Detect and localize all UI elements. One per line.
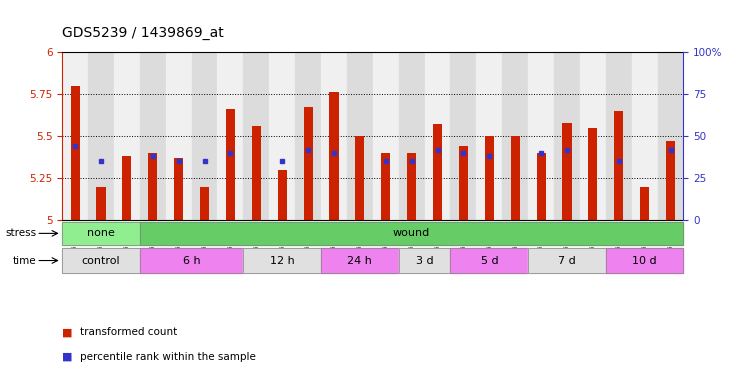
Bar	[166, 52, 192, 220]
Bar	[114, 52, 140, 220]
Bar	[450, 52, 477, 220]
Bar	[347, 52, 373, 220]
Bar	[485, 136, 494, 220]
Bar	[303, 108, 313, 220]
Text: ■: ■	[62, 352, 72, 362]
Bar	[606, 248, 683, 273]
Text: 3 d: 3 d	[416, 255, 433, 265]
Text: 5 d: 5 d	[480, 255, 498, 265]
Bar	[588, 127, 597, 220]
Bar	[62, 52, 88, 220]
Bar	[192, 52, 218, 220]
Bar	[640, 187, 649, 220]
Bar	[382, 153, 390, 220]
Bar	[148, 153, 157, 220]
Bar	[140, 52, 166, 220]
Text: 12 h: 12 h	[270, 255, 295, 265]
Bar	[425, 52, 450, 220]
Bar	[321, 52, 347, 220]
Bar	[321, 248, 398, 273]
Bar	[511, 136, 520, 220]
Bar	[580, 52, 606, 220]
Bar	[243, 52, 269, 220]
Text: GDS5239 / 1439869_at: GDS5239 / 1439869_at	[62, 26, 224, 40]
Bar	[450, 248, 528, 273]
Bar	[666, 141, 675, 220]
Bar	[71, 86, 80, 220]
Bar	[88, 52, 114, 220]
Bar	[398, 248, 450, 273]
Bar	[321, 248, 398, 273]
Bar	[477, 52, 502, 220]
Bar	[62, 222, 140, 245]
Text: 7 d: 7 d	[558, 255, 576, 265]
Bar	[295, 52, 321, 220]
Bar	[528, 52, 554, 220]
Text: 6 h: 6 h	[183, 255, 200, 265]
Bar	[554, 52, 580, 220]
Bar	[407, 153, 416, 220]
Bar	[373, 52, 398, 220]
Text: none: none	[87, 228, 115, 238]
Bar	[433, 124, 442, 220]
Bar	[459, 146, 468, 220]
Bar	[537, 153, 545, 220]
Bar	[140, 248, 243, 273]
Bar	[96, 187, 105, 220]
Text: percentile rank within the sample: percentile rank within the sample	[80, 352, 257, 362]
Bar	[243, 248, 321, 273]
Bar	[269, 52, 295, 220]
Bar	[278, 170, 287, 220]
Text: time: time	[12, 255, 37, 265]
Bar	[243, 248, 321, 273]
Bar	[502, 52, 528, 220]
Bar	[606, 248, 683, 273]
Text: stress: stress	[5, 228, 37, 238]
Bar	[200, 187, 209, 220]
Text: transformed count: transformed count	[80, 327, 178, 337]
Text: 24 h: 24 h	[347, 255, 372, 265]
Bar	[140, 222, 683, 245]
Bar	[562, 122, 572, 220]
Bar	[62, 248, 140, 273]
Bar	[632, 52, 658, 220]
Bar	[251, 126, 261, 220]
Text: ■: ■	[62, 327, 72, 337]
Bar	[330, 92, 338, 220]
Bar	[140, 222, 683, 245]
Bar	[658, 52, 683, 220]
Bar	[614, 111, 624, 220]
Bar	[174, 158, 183, 220]
Bar	[528, 248, 606, 273]
Text: wound: wound	[393, 228, 431, 238]
Text: control: control	[82, 255, 121, 265]
Bar	[62, 248, 140, 273]
Bar	[218, 52, 243, 220]
Bar	[528, 248, 606, 273]
Bar	[226, 109, 235, 220]
Bar	[355, 136, 364, 220]
Bar	[450, 248, 528, 273]
Bar	[398, 248, 450, 273]
Bar	[398, 52, 425, 220]
Bar	[62, 222, 140, 245]
Bar	[606, 52, 632, 220]
Text: 10 d: 10 d	[632, 255, 657, 265]
Bar	[122, 156, 132, 220]
Bar	[140, 248, 243, 273]
